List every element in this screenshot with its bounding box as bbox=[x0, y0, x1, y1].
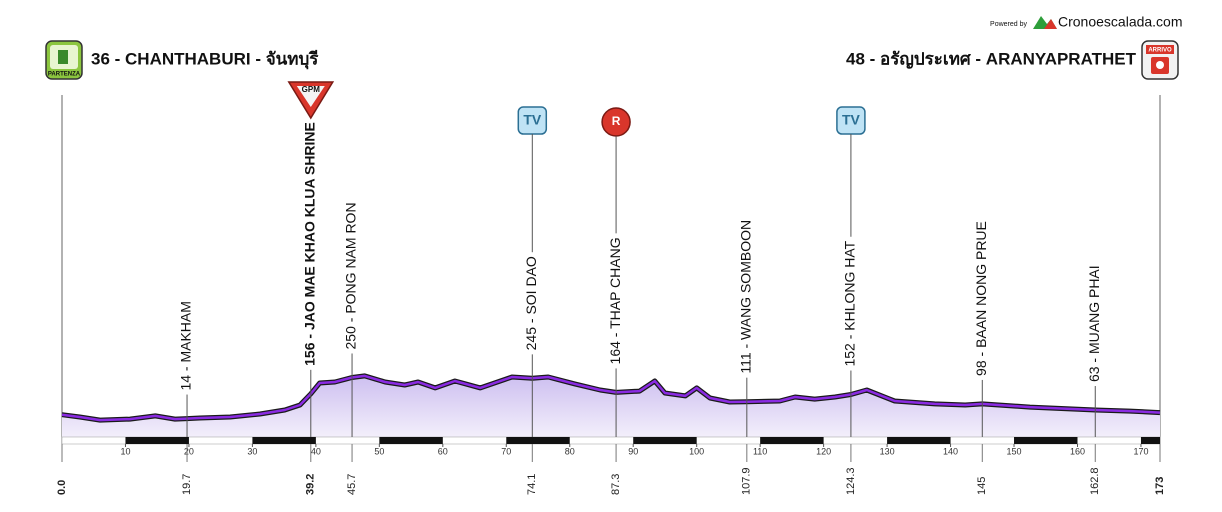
km-label: 173 bbox=[1154, 477, 1166, 495]
icon-label: GPM bbox=[302, 85, 321, 94]
icon-tv: TV bbox=[836, 106, 866, 135]
x-tick-label: 80 bbox=[565, 446, 575, 456]
km-label: 124.3 bbox=[845, 467, 857, 495]
x-tick-label: 130 bbox=[880, 446, 895, 456]
point-label: 111 - WANG SOMBOON bbox=[738, 220, 754, 374]
start-title: 36 - CHANTHABURI - จันทบุรี bbox=[91, 48, 319, 69]
profile-area bbox=[62, 375, 1160, 437]
km-bar-segment bbox=[506, 437, 570, 444]
x-tick-label: 170 bbox=[1133, 446, 1148, 456]
point-label: 98 - BAAN NONG PRUE bbox=[973, 221, 989, 376]
x-tick-label: 150 bbox=[1007, 446, 1022, 456]
x-tick-label: 90 bbox=[628, 446, 638, 456]
km-label: 107.9 bbox=[741, 467, 753, 495]
x-tick-label: 110 bbox=[753, 446, 767, 456]
icon-tv: TV bbox=[517, 106, 548, 135]
km-bar-segment bbox=[760, 437, 824, 444]
x-tick-label: 10 bbox=[120, 446, 130, 456]
icon-label: TV bbox=[842, 112, 861, 128]
point-label: 156 - JAO MAE KHAO KLUA SHRINE bbox=[301, 122, 317, 366]
km-label: 0.0 bbox=[56, 480, 68, 495]
finish-title: 48 - อรัญประเทศ - ARANYAPRATHET bbox=[846, 49, 1137, 69]
km-label: 19.7 bbox=[181, 474, 193, 495]
km-bar-segment bbox=[1140, 437, 1160, 444]
km-label: 45.7 bbox=[346, 474, 358, 495]
x-tick-label: 40 bbox=[311, 446, 321, 456]
km-label: 74.1 bbox=[526, 474, 538, 495]
km-bar-segment bbox=[887, 437, 951, 444]
x-tick-label: 70 bbox=[501, 446, 511, 456]
brand-logo bbox=[1033, 16, 1057, 29]
km-bar bbox=[61, 436, 1161, 445]
start-badge-label: PARTENZA bbox=[48, 72, 81, 78]
point-label: 63 - MUANG PHAI bbox=[1086, 265, 1102, 382]
profile-line bbox=[61, 374, 1161, 422]
start-badge bbox=[45, 40, 83, 80]
brand-site[interactable]: Cronoescalada.com bbox=[1058, 14, 1183, 30]
km-label: 162.8 bbox=[1089, 467, 1101, 495]
icon-r: R bbox=[601, 107, 631, 137]
x-tick-label: 120 bbox=[816, 446, 831, 456]
finish-badge bbox=[1141, 40, 1179, 80]
km-bar-segment bbox=[379, 437, 443, 444]
point-label: 152 - KHLONG HAT bbox=[842, 240, 858, 366]
point-label: 164 - THAP CHANG bbox=[607, 237, 623, 364]
x-tick-label: 30 bbox=[247, 446, 257, 456]
gpm-inner bbox=[296, 86, 325, 107]
point-label: 250 - PONG NAM RON bbox=[343, 202, 359, 349]
x-tick-label: 60 bbox=[438, 446, 448, 456]
icon-gpm: GPM bbox=[287, 81, 335, 120]
km-label: 145 bbox=[976, 477, 988, 495]
x-tick-label: 140 bbox=[943, 446, 958, 456]
km-label: 39.2 bbox=[305, 474, 317, 495]
x-tick-label: 100 bbox=[689, 446, 704, 456]
km-bar-segment bbox=[633, 437, 697, 444]
icon-label: TV bbox=[523, 112, 542, 128]
x-tick-label: 50 bbox=[374, 446, 384, 456]
icon-label: R bbox=[612, 114, 621, 128]
point-label: 14 - MAKHAM bbox=[178, 301, 194, 390]
km-label: 87.3 bbox=[610, 474, 622, 495]
x-tick-label: 160 bbox=[1070, 446, 1085, 456]
km-bar-segment bbox=[1014, 437, 1078, 444]
x-tick-label: 20 bbox=[184, 446, 194, 456]
powered-by: Powered by bbox=[990, 21, 1027, 28]
point-label: 245 - SOI DAO bbox=[523, 256, 539, 350]
finish-badge-label: ARRIVO bbox=[1148, 48, 1172, 54]
km-bar-segment bbox=[125, 437, 189, 444]
km-bar-segment bbox=[252, 437, 316, 444]
